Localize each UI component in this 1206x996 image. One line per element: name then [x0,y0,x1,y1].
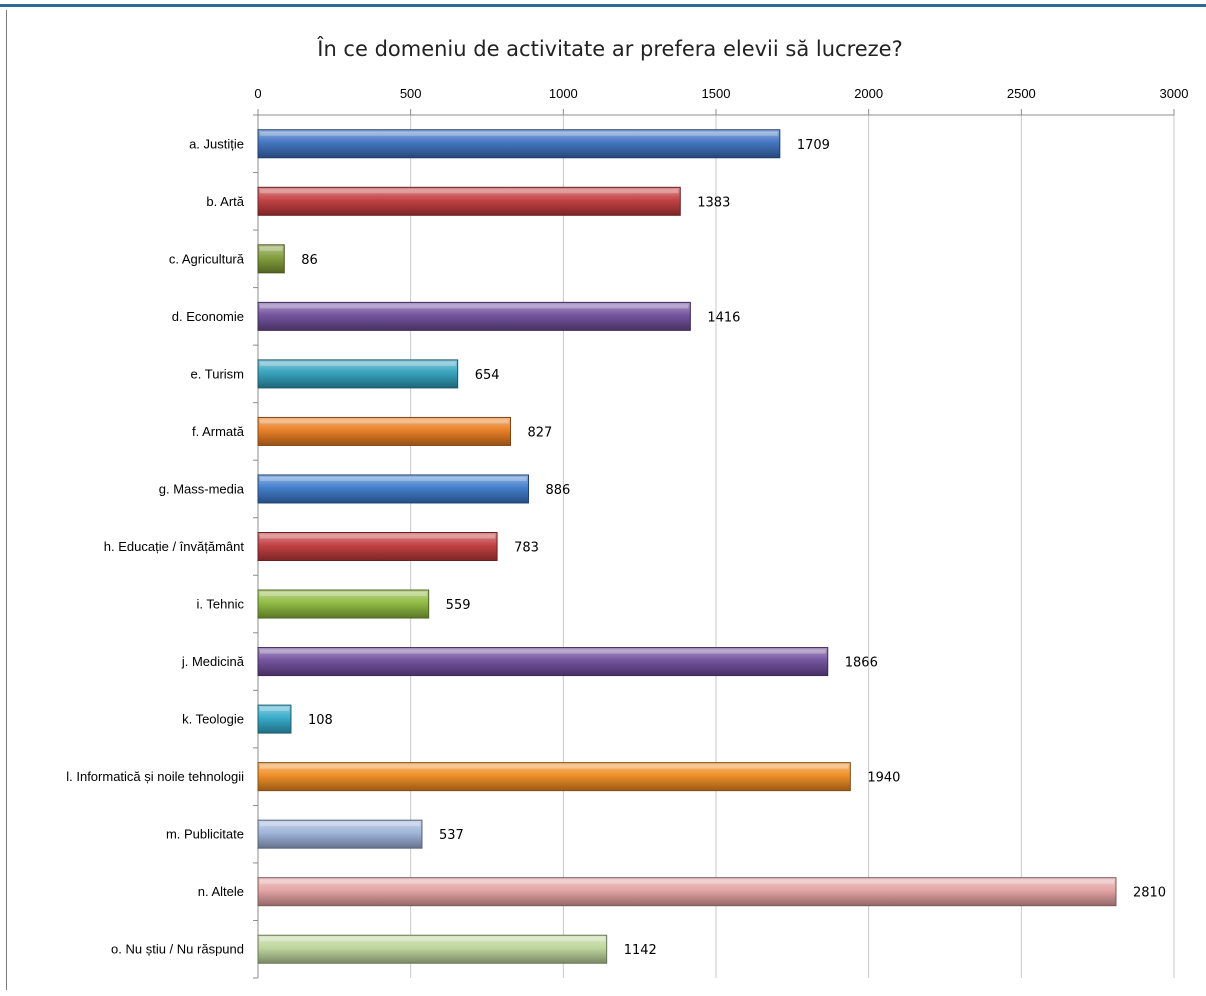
bar-highlight [260,361,456,366]
bar [257,934,608,964]
bar-highlight [260,246,283,251]
bar-highlight [260,764,849,769]
category-label: h. Educație / învățământ [104,539,245,554]
value-label: 1866 [845,656,878,671]
category-label: i. Tehnic [197,597,245,612]
x-tick-label: 500 [400,86,422,101]
value-label: 537 [439,828,464,843]
category-label: n. Altele [198,884,244,899]
bar [257,877,1117,907]
bar [257,474,530,504]
value-label: 86 [301,253,318,268]
bar-highlight [260,189,679,194]
category-label: a. Justiție [189,136,244,151]
category-label: o. Nu știu / Nu răspund [111,942,244,957]
category-label: k. Teologie [182,712,244,727]
category-label: m. Publicitate [166,827,244,842]
x-tick-label: 3000 [1160,86,1189,101]
value-label: 1416 [707,310,740,325]
page-top-strip [0,0,1206,4]
category-label: l. Informatică și noile tehnologii [66,769,244,784]
bar-highlight [260,822,420,827]
bar-highlight [260,937,605,942]
bar-highlight [260,879,1114,884]
bar [257,532,498,561]
value-label: 783 [514,541,539,556]
value-label: 886 [546,483,571,498]
bar-highlight [260,476,527,481]
bar [257,647,829,677]
bar [257,762,851,792]
value-label: 1709 [797,138,830,153]
category-label: c. Agricultură [169,251,245,266]
bar-highlight [260,131,778,136]
value-label: 654 [475,368,500,383]
bar [257,819,423,849]
bar [257,186,681,216]
value-labels: 1709 1383 86 1416 654 827 886 783 559 1866 108 1940… [301,138,1166,958]
bar-highlight [260,534,496,539]
value-label: 2810 [1133,886,1166,901]
x-tick-label: 1000 [549,86,578,101]
x-tick-label: 2000 [854,86,883,101]
bar-highlight [260,592,427,597]
value-label: 1383 [697,195,730,210]
bar-highlight [260,707,289,712]
page-left-rule [6,10,7,990]
value-label: 1940 [867,771,900,786]
x-tick-label: 2500 [1007,86,1036,101]
bar [257,301,691,331]
bar [257,129,781,159]
bar [257,704,292,734]
chart-title: În ce domeniu de activitate ar prefera e… [316,36,903,61]
value-label: 1142 [624,943,657,958]
category-label: d. Economie [172,309,244,324]
bar-highlight [260,304,689,309]
value-label: 559 [446,598,471,613]
x-axis: 0 500 1000 1500 2000 2500 3000 [254,86,1189,116]
gridlines [410,115,1175,978]
category-label: g. Mass-media [159,481,245,496]
category-label: e. Turism [191,366,244,381]
category-label: b. Artă [206,194,244,209]
bar-highlight [260,649,826,654]
header-rule [0,4,1206,7]
bar [257,244,285,274]
y-axis [253,114,259,979]
category-labels: a. Justiție b. Artă c. Agricultură d. Econo… [66,136,245,956]
category-label: j. Medicină [181,654,245,669]
bar [257,416,512,446]
x-tick-label: 1500 [702,86,731,101]
x-tick-label: 0 [254,86,261,101]
bar [257,359,459,389]
bar-highlight [260,419,509,424]
bar [257,589,430,619]
category-label: f. Armată [192,424,245,439]
value-label: 827 [528,425,553,440]
bars [257,129,1117,964]
value-label: 108 [308,713,333,728]
